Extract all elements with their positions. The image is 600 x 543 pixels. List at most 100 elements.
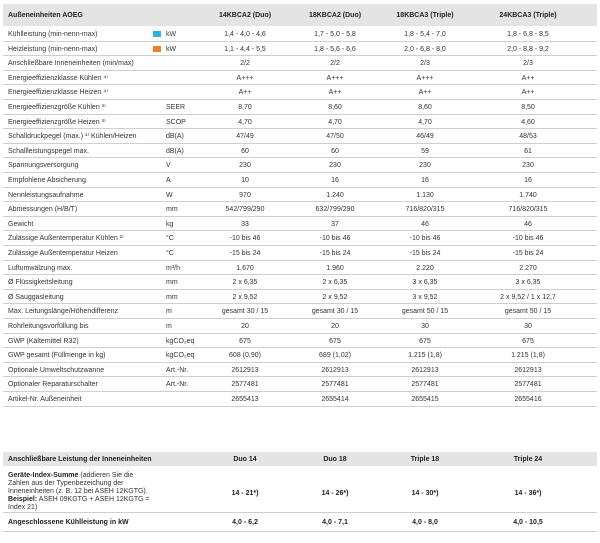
value-cell: 2577481	[514, 381, 542, 389]
row-label: Max. Leitungslänge/Höhendifferenz	[8, 308, 119, 316]
row-separator	[3, 288, 597, 290]
value-cell: 1.215 (1,8)	[408, 352, 442, 360]
unit: SCOP	[166, 118, 186, 126]
value-cell: 46/49	[416, 133, 434, 141]
unit: m³/h	[166, 264, 180, 272]
row-separator	[3, 157, 597, 159]
header-cell: 24KBCA3 (Triple)	[499, 12, 557, 19]
row-label: Rohrleitungsvorfüllung bis	[8, 323, 89, 330]
row-separator	[3, 84, 597, 86]
value-cell: 46	[524, 220, 532, 228]
value-cell: 3 x 6,35	[412, 279, 438, 287]
row-separator	[3, 99, 597, 100]
value-cell: 2/2	[240, 60, 250, 68]
value-cell: 716/820/315	[405, 206, 445, 214]
value-cell: 61	[524, 147, 532, 155]
value-cell: 30	[421, 323, 429, 330]
unit: kgCO₂eq	[166, 352, 195, 360]
description-text: ASEH 09KGTG + ASEH 12KGTG = Index 21)	[8, 496, 150, 511]
value-cell: 716/820/315	[508, 206, 548, 214]
row-label: Optionale Umweltschutzwanne	[8, 366, 105, 374]
header-cell: Außeneinheiten AOEG	[8, 12, 83, 19]
row-label: Nennleistungsaufnahme	[8, 191, 84, 199]
description-text: Geräte-Index-Summe	[8, 472, 79, 479]
value-cell: 8,60	[328, 104, 342, 111]
value-cell: 60	[241, 147, 249, 155]
row-label: Schalldruckpegel (max.) ¹⁾ Kühlen/Heizen	[8, 133, 137, 141]
row-label: Empfohlene Absicherung	[8, 177, 86, 184]
row-separator	[3, 376, 597, 378]
value-cell: 675	[239, 337, 251, 345]
value-cell: 542/799/290	[225, 206, 265, 214]
row-separator	[3, 361, 597, 363]
value-cell: 675	[522, 337, 534, 345]
row-label: Abmessungen (H/B/T)	[8, 206, 78, 214]
row-separator	[3, 142, 597, 144]
row-separator	[3, 40, 597, 42]
value-cell: gesamt 30 / 15	[221, 308, 269, 316]
row-label: Zulässige Außentemperatur Heizen	[8, 250, 118, 257]
row-separator	[3, 391, 597, 392]
value-cell: 230	[522, 162, 534, 170]
row-label: Energieeffizienzgröße Kühlen ³⁾	[8, 104, 106, 111]
unit: °C	[166, 235, 174, 243]
unit: V	[166, 162, 171, 170]
value-cell: 230	[419, 162, 431, 170]
header-background	[3, 4, 597, 26]
value-cell: 1,4 - 4,0 - 4,6	[224, 31, 266, 38]
row-label: Gewicht	[8, 220, 34, 228]
row-label: Energieeffizienzklasse Kühlen ⁴⁾	[8, 74, 108, 82]
header-cell: 14KBCA2 (Duo)	[218, 12, 272, 19]
value-cell: 8,70	[238, 104, 252, 111]
unit: W	[166, 191, 173, 199]
value-cell: 3 x 6,35	[515, 279, 541, 287]
value-cell: 2612913	[321, 366, 349, 374]
value-cell: 2577481	[321, 381, 349, 389]
row-label: Anschließbare Inneneinheiten (min/max)	[8, 60, 134, 68]
unit: kW	[166, 31, 177, 38]
value-cell: 2/2	[330, 60, 340, 68]
value-cell: 30	[524, 323, 532, 330]
value-cell: 2 x 9,52 / 1 x 12,7	[500, 293, 556, 301]
value-cell: 4,70	[238, 118, 252, 126]
unit: Art.-Nr.	[166, 366, 189, 374]
row-label: GWP (Kältemittel R32)	[8, 337, 79, 345]
header-cell: Anschließbare Leistung der Inneneinheite…	[8, 456, 152, 463]
unit: mm	[166, 206, 178, 214]
row-separator	[3, 69, 597, 71]
value-cell: 1.740	[519, 191, 537, 199]
value-cell: 14 - 30*)	[411, 490, 439, 497]
value-cell: 4,0 - 7,1	[322, 519, 348, 526]
index-description: Geräte-Index-Summe (addieren Sie die Zah…	[8, 472, 156, 512]
value-cell: 2612913	[514, 366, 542, 374]
row-label: Schallleistungspegel max.	[8, 147, 89, 155]
value-cell: 8,60	[418, 104, 432, 111]
value-cell: 1.240	[326, 191, 344, 199]
value-cell: 2612913	[411, 366, 439, 374]
legend-marker	[153, 45, 161, 52]
value-cell: -10 bis 46	[512, 235, 544, 243]
row-label: Kühlleistung (min-nenn-max)	[8, 31, 98, 38]
value-cell: 3 x 9,52	[412, 293, 438, 301]
value-cell: 2612913	[231, 366, 259, 374]
row-separator	[3, 128, 597, 130]
value-cell: 4,70	[418, 118, 432, 126]
value-cell: A++	[521, 89, 535, 97]
row-separator	[3, 405, 597, 407]
value-cell: A++	[521, 74, 535, 82]
value-cell: 1,8 - 5,6 - 6,6	[314, 45, 356, 53]
unit: Art.-Nr.	[166, 381, 189, 389]
row-label: GWP gesamt (Füllmenge in kg)	[8, 352, 106, 360]
value-cell: 2655415	[411, 396, 439, 403]
description-text: Beispiel:	[8, 496, 38, 503]
header-cell: Duo 18	[323, 456, 347, 463]
header-background	[3, 452, 597, 466]
value-cell: 2,0 - 8,8 - 9,2	[507, 45, 549, 53]
value-cell: 16	[331, 177, 339, 184]
header-cell: Duo 14	[233, 456, 257, 463]
value-cell: 2.220	[416, 264, 434, 272]
value-cell: A+++	[326, 74, 344, 82]
value-cell: 608 (0,90)	[229, 352, 261, 360]
value-cell: -10 bis 46	[409, 235, 441, 243]
